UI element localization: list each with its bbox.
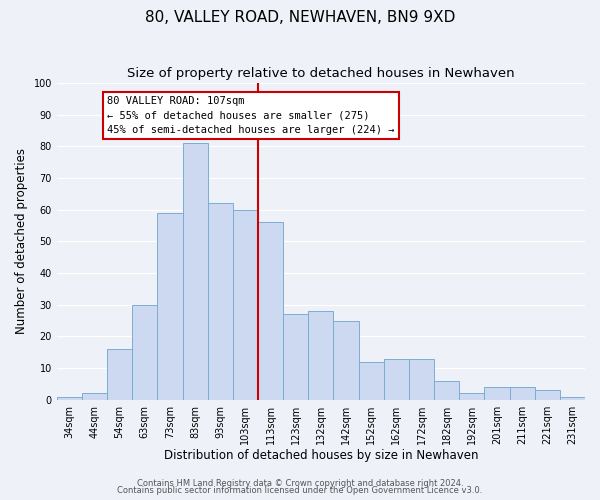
Y-axis label: Number of detached properties: Number of detached properties [15, 148, 28, 334]
Bar [509, 387, 535, 400]
Bar [258, 222, 283, 400]
Text: Contains HM Land Registry data © Crown copyright and database right 2024.: Contains HM Land Registry data © Crown c… [137, 478, 463, 488]
Bar [334, 320, 359, 400]
Title: Size of property relative to detached houses in Newhaven: Size of property relative to detached ho… [127, 68, 515, 80]
X-axis label: Distribution of detached houses by size in Newhaven: Distribution of detached houses by size … [164, 450, 478, 462]
Bar [409, 358, 434, 400]
Bar [208, 204, 233, 400]
Bar [484, 387, 509, 400]
Bar [182, 143, 208, 400]
Bar [384, 358, 409, 400]
Text: 80 VALLEY ROAD: 107sqm
← 55% of detached houses are smaller (275)
45% of semi-de: 80 VALLEY ROAD: 107sqm ← 55% of detached… [107, 96, 395, 136]
Bar [57, 396, 82, 400]
Bar [359, 362, 384, 400]
Bar [157, 213, 182, 400]
Bar [434, 380, 459, 400]
Text: Contains public sector information licensed under the Open Government Licence v3: Contains public sector information licen… [118, 486, 482, 495]
Bar [132, 304, 157, 400]
Bar [459, 394, 484, 400]
Bar [535, 390, 560, 400]
Bar [107, 349, 132, 400]
Bar [82, 394, 107, 400]
Text: 80, VALLEY ROAD, NEWHAVEN, BN9 9XD: 80, VALLEY ROAD, NEWHAVEN, BN9 9XD [145, 10, 455, 25]
Bar [233, 210, 258, 400]
Bar [560, 396, 585, 400]
Bar [308, 311, 334, 400]
Bar [283, 314, 308, 400]
